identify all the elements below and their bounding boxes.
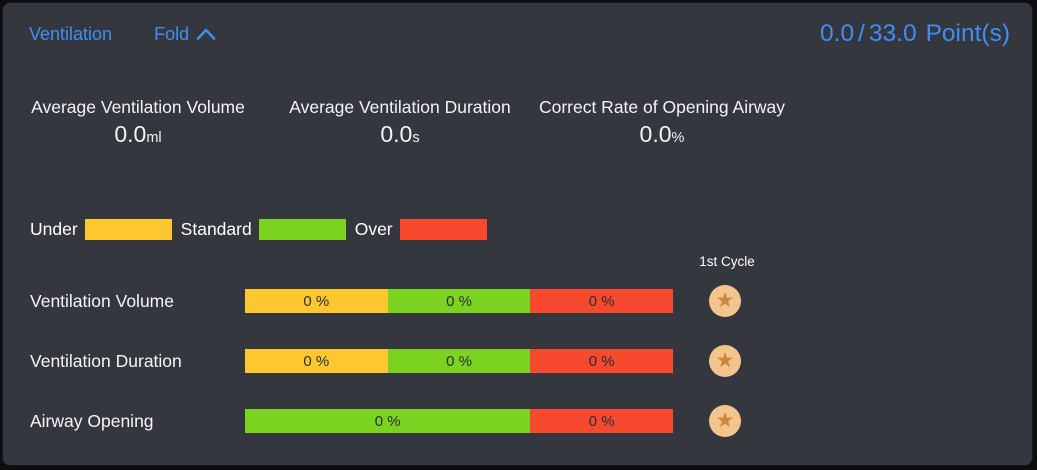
cycle-star-badge: ★: [709, 345, 741, 377]
legend: Under Standard Over: [30, 219, 496, 240]
score-total: 33.0: [868, 20, 917, 47]
stat-label: Average Ventilation Duration: [289, 97, 511, 117]
bar-segment: 0 %: [530, 349, 674, 373]
panel-title: Ventilation: [29, 23, 113, 44]
legend-item-label: Under: [30, 219, 78, 239]
stacked-bar: 0 % 0 % 0 %: [245, 349, 674, 373]
star-icon: ★: [715, 348, 735, 372]
stat-value-number: 0.0: [639, 121, 672, 147]
stat-value-number: 0.0: [114, 121, 147, 147]
legend-color-swatch: [399, 219, 487, 240]
metric-row-label: Airway Opening: [30, 410, 154, 431]
bar-segment-value: 0 %: [446, 352, 472, 370]
stat-value-number: 0.0: [380, 121, 413, 147]
metric-row: Airway Opening 0 % 0 % ★: [3, 391, 1032, 451]
legend-item: Over: [355, 219, 496, 240]
legend-item-label: Over: [354, 219, 393, 239]
stat-value-unit: %: [671, 130, 685, 146]
bar-segment: 0 %: [245, 349, 388, 373]
score-unit: Point(s): [925, 20, 1010, 47]
legend-item: Under: [30, 219, 181, 240]
bar-segment-value: 0 %: [303, 292, 330, 310]
bar-segment: 0 %: [530, 409, 673, 433]
legend-item: Standard: [181, 219, 355, 240]
cycle-star-badge: ★: [709, 405, 741, 437]
stats-row: Average Ventilation Volume 0.0ml Average…: [7, 94, 793, 148]
legend-item-label: Standard: [180, 219, 252, 239]
bar-segment: 0 %: [387, 349, 531, 373]
bar-segment-value: 0 %: [303, 352, 330, 370]
cycle-column-header: 1st Cycle: [699, 254, 755, 269]
legend-color-swatch: [84, 219, 172, 240]
stat-label: Average Ventilation Volume: [31, 97, 245, 117]
star-icon: ★: [715, 288, 735, 312]
score-current: 0.0: [820, 20, 855, 47]
bar-segment: 0 %: [387, 289, 531, 313]
bar-segment-value: 0 %: [588, 412, 615, 430]
bar-segment-value: 0 %: [588, 352, 615, 370]
bar-segment-value: 0 %: [374, 412, 401, 430]
stat-block: Average Ventilation Duration 0.0s: [269, 94, 531, 148]
stat-value: 0.0ml: [7, 121, 269, 148]
score-display: 0.0 / 33.0 Point(s): [820, 20, 1010, 48]
stat-value: 0.0%: [531, 121, 793, 148]
stat-block: Average Ventilation Volume 0.0ml: [7, 94, 269, 148]
cycle-star-badge: ★: [709, 285, 741, 317]
bar-segment: 0 %: [245, 409, 531, 433]
metric-row-label: Ventilation Volume: [30, 290, 174, 311]
score-divider: /: [858, 20, 865, 47]
bar-segment: 0 %: [245, 289, 388, 313]
bar-segment-value: 0 %: [446, 292, 472, 310]
legend-color-swatch: [258, 219, 346, 240]
chevron-up-icon: [196, 28, 216, 40]
metric-rows: Ventilation Volume 0 % 0 % 0 % ★ Ventila…: [3, 271, 1032, 451]
panel-header: Ventilation Fold 0.0 / 33.0 Point(s): [29, 19, 1010, 49]
stat-label: Correct Rate of Opening Airway: [538, 97, 786, 117]
stacked-bar: 0 % 0 % 0 %: [245, 289, 674, 313]
stat-value-unit: ml: [146, 130, 162, 146]
stat-value-unit: s: [412, 130, 420, 146]
star-icon: ★: [715, 408, 735, 432]
metric-row: Ventilation Duration 0 % 0 % 0 % ★: [3, 331, 1032, 391]
fold-button-label: Fold: [154, 23, 190, 44]
metric-row-label: Ventilation Duration: [30, 350, 182, 371]
bar-segment: 0 %: [530, 289, 674, 313]
metric-row: Ventilation Volume 0 % 0 % 0 % ★: [3, 271, 1032, 331]
stat-value: 0.0s: [269, 121, 531, 148]
bar-segment-value: 0 %: [588, 292, 615, 310]
fold-button[interactable]: Fold: [154, 24, 216, 45]
stacked-bar: 0 % 0 %: [245, 409, 673, 433]
stat-block: Correct Rate of Opening Airway 0.0%: [531, 94, 793, 148]
